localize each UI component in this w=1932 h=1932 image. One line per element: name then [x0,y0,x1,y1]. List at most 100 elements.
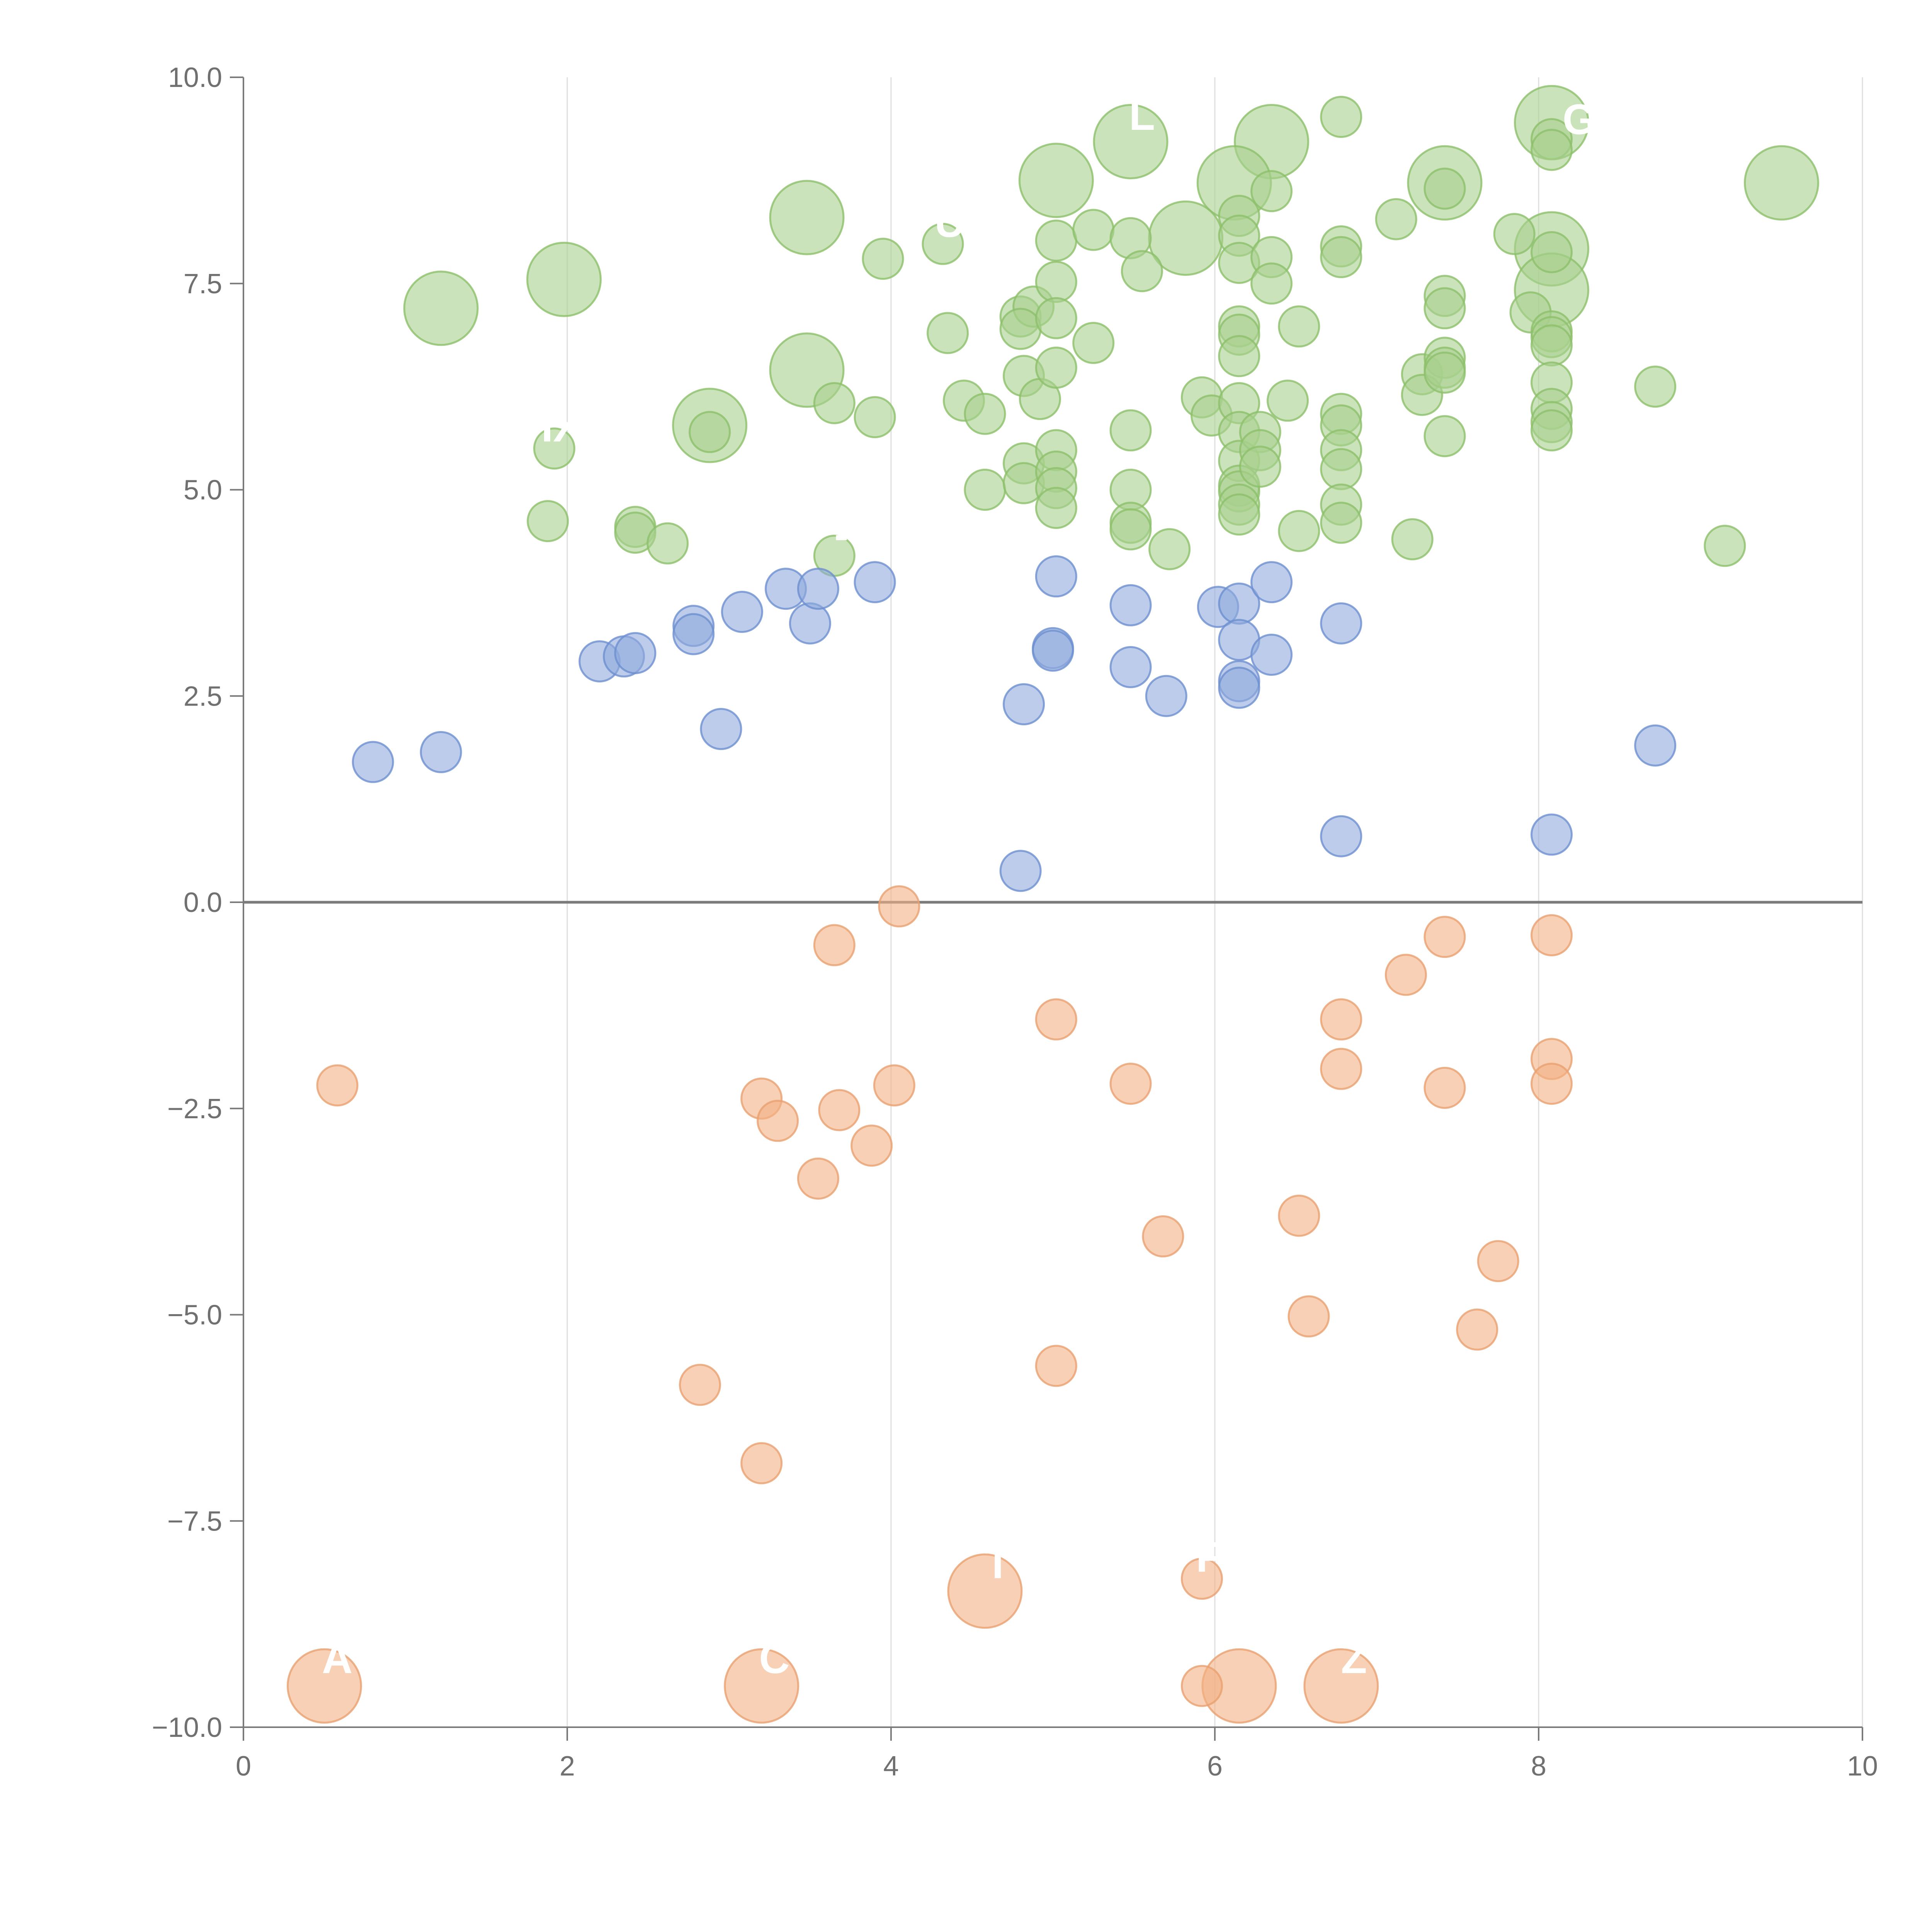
bubble-s2-19 [1035,1345,1077,1387]
bubble-s0-39 [1035,297,1077,339]
bubble-s0-87 [1375,198,1417,240]
bubble-s0-78 [1320,95,1362,138]
bubble-s2-14 [818,1089,861,1131]
text-mark-0: L [1129,92,1155,139]
bubble-label-s0-18: IX [541,403,582,451]
bubble-s0-93 [1423,287,1466,330]
bubble-s2-17 [873,1064,915,1107]
x-tick-label-1: 2 [560,1751,575,1782]
bubble-s2-0 [287,1648,362,1724]
bubble-s0-77 [1278,510,1320,552]
bubble-s0-44 [1035,486,1077,529]
bubble-s2-29 [1456,1308,1498,1351]
bubble-s0-71 [1250,262,1293,305]
x-tick-label-2: 4 [883,1751,899,1782]
bubble-s0-6 [1018,143,1094,218]
bubble-s2-22 [1278,1194,1320,1237]
bubble-s1-28 [1320,602,1362,645]
bubble-s0-25 [854,396,896,439]
bubble-s2-11 [740,1442,783,1485]
bubble-s0-110 [1634,366,1677,408]
bubble-s2-24 [1320,998,1362,1041]
bubble-s1-20 [1145,675,1187,717]
bubble-s0-5 [689,411,731,453]
bubble-s0-61 [1218,335,1260,378]
bubble-s0-75 [1267,379,1309,422]
bubble-s0-97 [1423,415,1466,457]
bubble-s2-2 [947,1553,1023,1629]
bubble-label-s2-4: Z [1341,1635,1367,1682]
bubble-s1-31 [1634,724,1677,767]
bubble-s2-27 [1423,916,1466,958]
bubble-s0-16 [922,223,964,265]
bubble-s1-26 [1250,561,1293,604]
bubble-s0-91 [1423,167,1466,210]
bubble-s0-102 [1531,231,1573,274]
bubble-s2-16 [878,885,920,928]
bubble-s0-74 [1239,446,1281,488]
bubble-s0-45 [1072,209,1115,251]
bubble-s0-37 [1035,219,1077,262]
bubbles [287,85,1819,1724]
y-tick-label-0: 10.0 [168,62,222,93]
y-tick-label-5: −2.5 [167,1094,222,1124]
bubble-s1-25 [1218,667,1260,709]
x-tick-label-4: 8 [1531,1751,1546,1782]
bubble-s1-12 [854,561,896,604]
bubble-s0-109 [1531,409,1573,452]
bubble-s0-2 [769,180,845,255]
bubble-s1-11 [797,568,839,610]
bubble-s1-8 [721,590,764,633]
y-tick-label-3: 2.5 [184,681,222,712]
bubble-s2-4 [1303,1648,1379,1724]
bubble-s0-111 [1704,525,1746,567]
bubble-s0-101 [1531,129,1573,171]
bubble-s1-14 [999,850,1042,892]
y-tick-label-4: 0.0 [184,887,222,918]
bubble-s2-8 [679,1364,721,1406]
bubble-s1-17 [1032,629,1074,672]
bubble-s0-98 [1493,213,1536,255]
bubble-s0-86 [1320,502,1362,544]
bubble-s0-84 [1320,448,1362,490]
bubble-s0-19 [527,500,569,543]
bubble-s2-20 [1109,1063,1152,1105]
x-tick-label-3: 6 [1207,1751,1223,1782]
x-tick-label-5: 10 [1847,1751,1878,1782]
bubble-s1-4 [614,632,656,674]
x-tick-label-0: 0 [236,1751,251,1782]
bubble-s2-10 [757,1100,799,1142]
bubble-s2-28 [1423,1066,1466,1109]
y-tick-label-2: 5.0 [184,475,222,506]
bubble-s2-31 [1531,914,1573,956]
bubble-s0-76 [1278,305,1320,348]
bubble-s0-48 [1121,250,1163,293]
bubble-label-s0-16: U [935,199,965,246]
bubble-s2-18 [1035,998,1077,1041]
bubble-s2-6 [1180,1558,1223,1600]
bubble-s0-15 [1744,145,1819,221]
bubble-s1-18 [1109,584,1152,626]
bubble-s2-1 [724,1648,799,1724]
bubble-s0-1 [526,242,602,317]
bubble-s0-22 [646,522,689,565]
bubble-s1-30 [1531,813,1573,856]
bubble-s2-26 [1384,954,1427,996]
bubble-labels: U IX - A C T Z F L G [322,92,1596,1682]
bubble-s2-15 [850,1124,893,1167]
bubble-s0-49 [1109,409,1152,452]
bubble-s1-19 [1109,646,1152,689]
bubble-s1-6 [672,613,715,655]
bubble-s0-80 [1320,236,1362,278]
y-tick-label-7: −7.5 [167,1506,222,1537]
bubble-s0-88 [1391,518,1434,561]
bubble-s0-105 [1531,324,1573,367]
bubble-s0-38 [1035,260,1077,303]
bubble-s2-33 [1531,1063,1573,1105]
bubble-s1-7 [700,708,742,750]
bubble-label-s0-23: - [834,510,849,558]
bubble-s2-23 [1287,1295,1330,1338]
bubble-s2-7 [316,1064,359,1107]
x-axis-ticks: 0 2 4 6 8 10 [236,1727,1878,1782]
